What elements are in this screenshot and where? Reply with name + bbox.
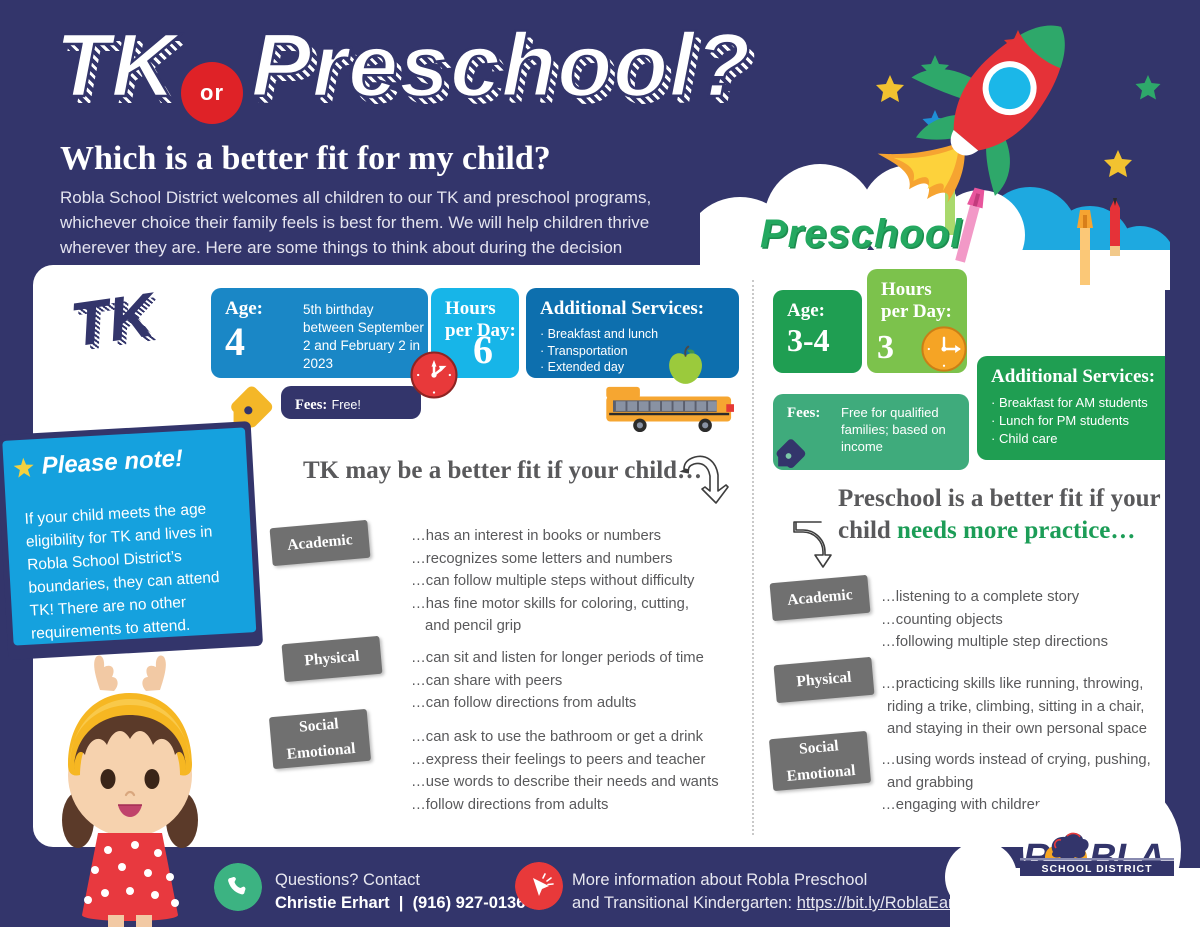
svg-text:SCHOOL DISTRICT: SCHOOL DISTRICT xyxy=(1041,863,1152,875)
